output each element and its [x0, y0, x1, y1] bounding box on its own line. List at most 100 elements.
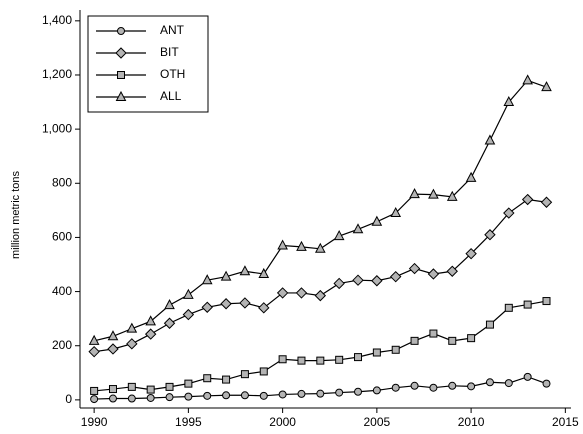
- point: [523, 372, 532, 381]
- point: [258, 302, 270, 314]
- point: [485, 320, 494, 329]
- point: [410, 381, 419, 390]
- point: [542, 297, 551, 306]
- point: [314, 242, 326, 253]
- point: [222, 391, 231, 400]
- point: [390, 206, 402, 218]
- point: [390, 270, 402, 283]
- point: [372, 386, 381, 395]
- point: [448, 381, 457, 390]
- point: [314, 289, 327, 302]
- x-tick-label: 1990: [81, 415, 108, 429]
- x-tick-label: 1995: [175, 415, 202, 429]
- point: [541, 81, 552, 92]
- x-tick-label: 2000: [269, 415, 296, 429]
- point: [333, 277, 345, 290]
- point: [127, 382, 136, 391]
- point: [240, 391, 249, 400]
- point: [335, 355, 344, 364]
- y-tick-label: 200: [52, 338, 72, 352]
- y-tick-label: 1,400: [42, 13, 72, 27]
- point: [201, 274, 213, 285]
- point: [165, 382, 174, 391]
- point: [542, 379, 551, 388]
- point: [354, 387, 363, 396]
- legend-box: [87, 15, 209, 113]
- point: [146, 393, 155, 402]
- y-axis-label: million metric tons: [10, 170, 22, 259]
- point: [467, 382, 476, 391]
- point: [126, 338, 138, 350]
- point: [203, 391, 212, 400]
- point: [182, 308, 195, 321]
- point: [465, 247, 477, 260]
- legend-marker: [117, 27, 125, 35]
- point: [410, 336, 419, 345]
- point: [90, 386, 99, 395]
- point: [484, 134, 496, 145]
- point: [522, 74, 533, 85]
- point: [448, 336, 457, 345]
- legend-label: ANT: [160, 23, 185, 37]
- point: [391, 383, 400, 392]
- point: [409, 188, 420, 199]
- series-line: [94, 198, 547, 353]
- point: [446, 190, 458, 201]
- point: [127, 394, 136, 403]
- point: [164, 299, 175, 310]
- legend-marker: [117, 71, 125, 79]
- point: [316, 389, 325, 398]
- point: [408, 262, 421, 275]
- point: [297, 389, 306, 398]
- point: [428, 188, 439, 199]
- point: [335, 388, 344, 397]
- series-line: [94, 300, 547, 392]
- point: [316, 356, 325, 365]
- point: [201, 301, 213, 313]
- point: [503, 207, 515, 219]
- point: [108, 385, 117, 394]
- point: [165, 393, 174, 402]
- y-tick-label: 0: [65, 392, 72, 406]
- point: [259, 367, 268, 376]
- point: [485, 378, 494, 387]
- point: [540, 196, 553, 208]
- point: [239, 265, 251, 276]
- point: [145, 315, 157, 326]
- point: [144, 328, 157, 340]
- point: [446, 265, 458, 277]
- y-tick-label: 800: [52, 175, 72, 189]
- legend-marker: [115, 90, 127, 101]
- point: [429, 383, 438, 392]
- point: [523, 300, 532, 309]
- point: [163, 317, 176, 329]
- point: [90, 395, 99, 404]
- point: [259, 391, 268, 400]
- point: [108, 394, 117, 403]
- point: [184, 379, 193, 388]
- point: [183, 288, 194, 299]
- point: [484, 229, 496, 241]
- point: [333, 230, 345, 241]
- point: [465, 171, 477, 182]
- point: [372, 348, 381, 357]
- point: [278, 355, 287, 364]
- point: [126, 322, 138, 333]
- point: [429, 329, 438, 338]
- point: [278, 390, 287, 399]
- series-line: [93, 79, 547, 342]
- point: [220, 298, 232, 310]
- point: [146, 385, 155, 394]
- point: [220, 270, 232, 281]
- y-tick-label: 1,000: [42, 121, 72, 135]
- point: [467, 334, 476, 343]
- point: [184, 392, 193, 401]
- x-tick-label: 2005: [364, 415, 391, 429]
- point: [107, 343, 119, 355]
- point: [258, 267, 270, 278]
- point: [504, 379, 513, 388]
- point: [276, 287, 289, 299]
- point: [107, 330, 119, 341]
- y-tick-label: 400: [52, 284, 72, 298]
